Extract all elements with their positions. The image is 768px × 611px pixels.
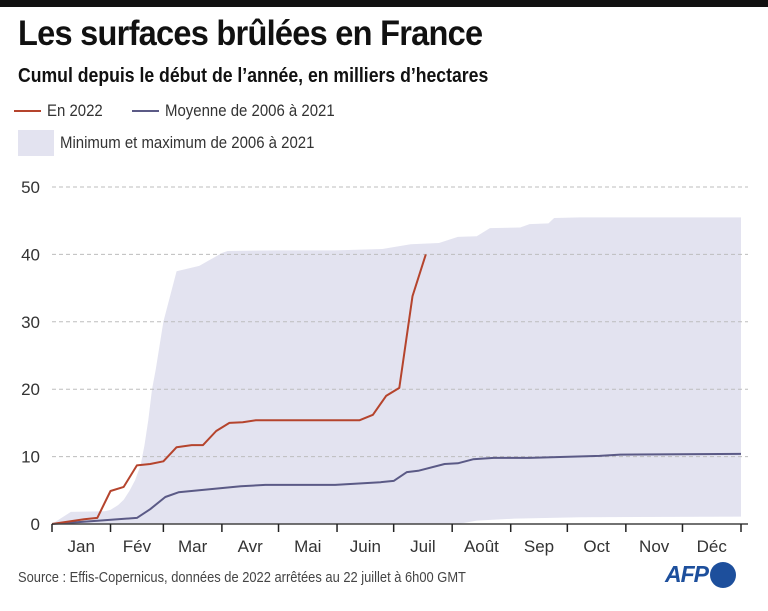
series-line-2022 (51, 254, 427, 525)
y-tick-label-40: 40 (21, 245, 40, 264)
source-note: Source : Effis-Copernicus, données de 20… (18, 569, 466, 586)
x-tick-label-nov: Nov (639, 537, 670, 556)
legend-line-mean (132, 110, 160, 112)
top-bar (0, 0, 768, 7)
x-tick-label-avr: Avr (238, 537, 264, 556)
x-tick-label-août: Août (464, 537, 499, 556)
y-tick-label-10: 10 (21, 448, 40, 467)
chart-area: Jan Fév Mar Avr Mai Juin Juil Août Sep Oct Nov Déc … (21, 178, 748, 556)
x-tick-label-juin: Juin (350, 537, 381, 556)
y-axis-labels: 0 10 20 30 40 50 (21, 178, 40, 534)
x-tick-label-juil: Juil (410, 537, 436, 556)
legend-label-mean: Moyenne de 2006 à 2021 (165, 101, 336, 120)
afp-logo-dot-icon (710, 561, 736, 588)
legend-line-2022 (14, 110, 41, 112)
legend: En 2022 Moyenne de 2006 à 2021 (14, 101, 358, 121)
x-tick-label-déc: Déc (697, 537, 728, 556)
x-tick-label-mar: Mar (178, 537, 208, 556)
afp-logo-text: AFP (665, 561, 709, 587)
band-layer (52, 217, 741, 524)
x-tick-label-oct: Oct (583, 537, 610, 556)
legend-band: Minimum et maximum de 2006 à 2021 (18, 130, 349, 156)
afp-logo: AFP (665, 561, 736, 588)
x-tick-label-fév: Fév (123, 537, 152, 556)
x-axis: Jan Fév Mar Avr Mai Juin Juil Août Sep Oct Nov Déc (51, 523, 748, 556)
y-tick-label-50: 50 (21, 178, 40, 197)
x-tick-label-jan: Jan (68, 537, 95, 556)
series-line-mean (51, 452, 742, 525)
y-tick-label-30: 30 (21, 313, 40, 332)
x-tick-label-sep: Sep (524, 537, 554, 556)
chart-subtitle: Cumul depuis le début de l’année, en mil… (18, 64, 489, 87)
legend-label-band: Minimum et maximum de 2006 à 2021 (60, 133, 315, 152)
legend-label-2022: En 2022 (47, 101, 103, 120)
y-tick-label-0: 0 (31, 515, 40, 534)
y-tick-label-20: 20 (21, 380, 40, 399)
chart-title: Les surfaces brûlées en France (18, 14, 483, 53)
x-tick-label-mai: Mai (294, 537, 321, 556)
series-layer (51, 254, 742, 525)
legend-swatch-band (18, 130, 54, 156)
min-max-band (52, 217, 741, 524)
